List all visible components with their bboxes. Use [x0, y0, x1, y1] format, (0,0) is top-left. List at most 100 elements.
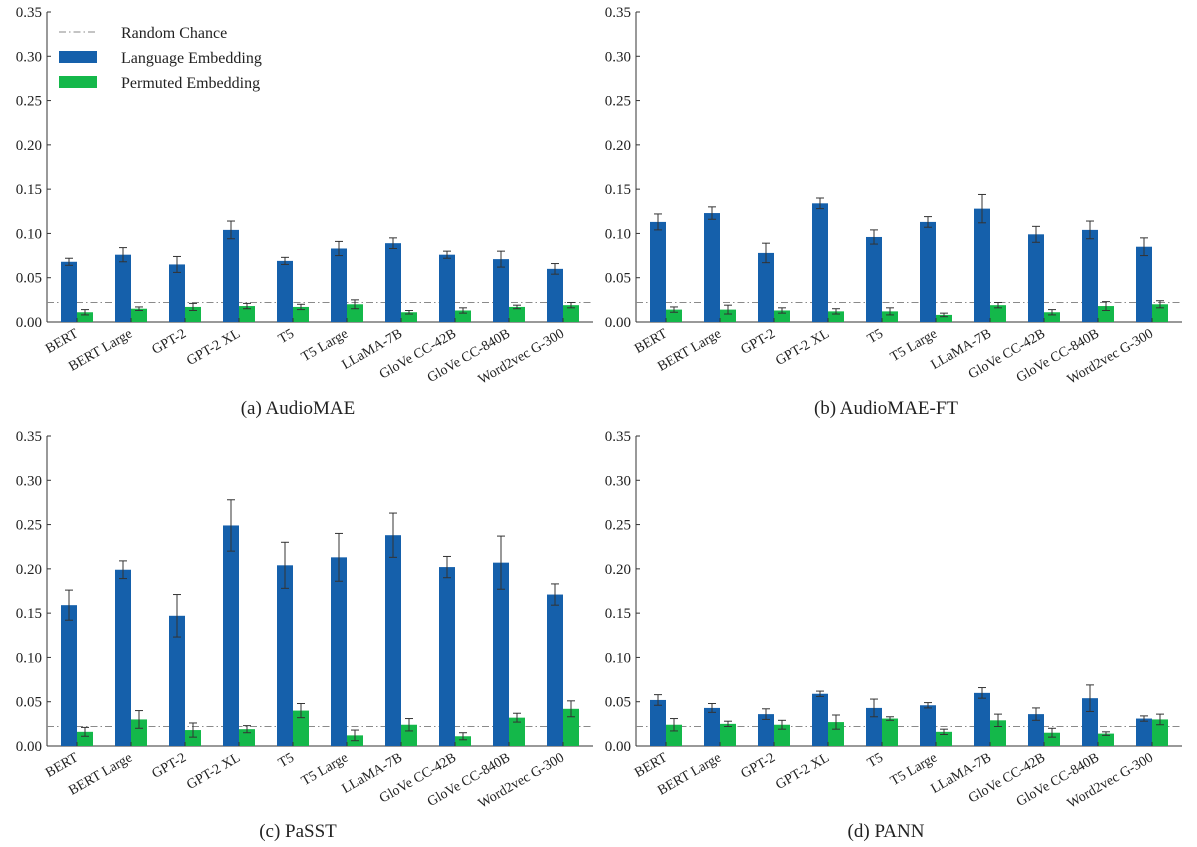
y-tick-label: 0.20 — [605, 562, 631, 578]
permuted-embedding-bar — [563, 708, 579, 746]
x-tick-label: GPT-2 — [739, 326, 778, 357]
language-embedding-bar — [547, 594, 563, 746]
language-embedding-bar — [115, 254, 131, 322]
permuted-embedding-bar — [1044, 732, 1060, 746]
language-embedding-bar — [169, 615, 185, 746]
y-tick-label: 0.05 — [605, 695, 631, 711]
permuted-embedding-bar — [401, 312, 417, 322]
y-tick-label: 0.10 — [605, 226, 631, 242]
language-embedding-bar — [1136, 718, 1152, 746]
language-embedding-bar — [547, 268, 563, 322]
y-tick-label: 0.00 — [605, 315, 631, 331]
y-tick-label: 0.15 — [16, 606, 42, 622]
permuted-embedding-bar — [455, 736, 471, 746]
x-tick-label: GPT-2 — [150, 750, 189, 781]
permuted-embedding-bar — [239, 729, 255, 746]
permuted-embedding-bar — [401, 724, 417, 746]
permuted-embedding-bar — [882, 718, 898, 746]
language-embedding-bar — [385, 535, 401, 746]
permuted-embedding-bar — [990, 305, 1006, 322]
permuted-embedding-bar — [936, 314, 952, 322]
y-tick-label: 0.30 — [605, 49, 631, 65]
permuted-embedding-bar — [774, 724, 790, 746]
legend: Random Chance Language Embedding Permuted … — [59, 25, 262, 92]
permuted-embedding-bar — [1152, 304, 1168, 322]
y-tick-label: 0.20 — [16, 138, 42, 154]
y-tick-label: 0.35 — [605, 5, 631, 21]
permuted-embedding-bar — [828, 722, 844, 746]
y-tick-label: 0.35 — [16, 429, 42, 445]
panel-caption: (a) AudioMAE — [241, 398, 356, 419]
y-tick-label: 0.10 — [16, 650, 42, 666]
y-tick-label: 0.15 — [16, 182, 42, 198]
permuted-embedding-bar — [185, 730, 201, 746]
permuted-embedding-bar — [293, 306, 309, 322]
y-tick-label: 0.05 — [605, 271, 631, 287]
x-tick-label: GPT-2 XL — [184, 750, 243, 792]
language-embedding-bar — [758, 714, 774, 746]
permuted-embedding-bar — [1044, 312, 1060, 322]
language-embedding-bar — [61, 605, 77, 746]
language-embedding-bar — [169, 264, 185, 322]
permuted-embedding-bar — [666, 724, 682, 746]
y-tick-label: 0.25 — [605, 94, 631, 110]
permuted-embedding-bar — [1098, 733, 1114, 746]
y-tick-label: 0.15 — [605, 182, 631, 198]
y-tick-label: 0.30 — [16, 473, 42, 489]
legend-language-swatch — [59, 51, 97, 63]
permuted-embedding-bar — [131, 719, 147, 746]
language-embedding-bar — [920, 221, 936, 322]
permuted-embedding-bar — [720, 723, 736, 746]
x-tick-label: BERT — [43, 326, 81, 357]
y-tick-label: 0.00 — [16, 739, 42, 755]
permuted-embedding-bar — [774, 310, 790, 322]
permuted-embedding-bar — [77, 731, 93, 746]
panel-caption: (c) PaSST — [259, 821, 337, 842]
x-tick-label: GPT-2 XL — [773, 326, 832, 368]
permuted-embedding-bar — [455, 310, 471, 322]
y-tick-label: 0.30 — [605, 473, 631, 489]
permuted-embedding-bar — [720, 309, 736, 322]
chart-panel-1: 0.000.050.100.150.200.250.300.35BERTBERT… — [16, 5, 593, 419]
permuted-embedding-bar — [828, 311, 844, 322]
x-tick-label: T5 — [865, 750, 886, 771]
language-embedding-bar — [650, 221, 666, 322]
y-tick-label: 0.00 — [605, 739, 631, 755]
language-embedding-bar — [704, 707, 720, 746]
chart-panel-3: 0.000.050.100.150.200.250.300.35BERTBERT… — [16, 429, 593, 842]
language-embedding-bar — [866, 707, 882, 746]
language-embedding-bar — [1082, 229, 1098, 322]
language-embedding-bar — [493, 562, 509, 746]
permuted-embedding-bar — [882, 311, 898, 322]
chart-panel-4: 0.000.050.100.150.200.250.300.35BERTBERT… — [605, 429, 1182, 842]
legend-random-chance-label: Random Chance — [121, 25, 227, 42]
language-embedding-bar — [223, 229, 239, 322]
language-embedding-bar — [650, 699, 666, 746]
y-tick-label: 0.05 — [16, 271, 42, 287]
permuted-embedding-bar — [77, 312, 93, 322]
language-embedding-bar — [331, 557, 347, 746]
y-tick-label: 0.25 — [16, 518, 42, 534]
x-tick-label: GPT-2 — [739, 750, 778, 781]
y-tick-label: 0.30 — [16, 49, 42, 65]
permuted-embedding-bar — [293, 710, 309, 746]
y-tick-label: 0.35 — [605, 429, 631, 445]
x-tick-label: T5 — [276, 326, 297, 347]
permuted-embedding-bar — [509, 306, 525, 322]
language-embedding-bar — [1028, 234, 1044, 322]
language-embedding-bar — [920, 705, 936, 746]
x-tick-label: T5 — [865, 326, 886, 347]
y-tick-label: 0.10 — [16, 226, 42, 242]
permuted-embedding-bar — [563, 305, 579, 322]
y-tick-label: 0.10 — [605, 650, 631, 666]
y-tick-label: 0.25 — [16, 94, 42, 110]
legend-permuted-label: Permuted Embedding — [121, 75, 260, 92]
language-embedding-bar — [974, 208, 990, 322]
language-embedding-bar — [439, 254, 455, 322]
language-embedding-bar — [758, 252, 774, 322]
x-tick-label: BERT — [632, 326, 670, 357]
chart-panel-2: 0.000.050.100.150.200.250.300.35BERTBERT… — [605, 5, 1182, 419]
language-embedding-bar — [493, 259, 509, 322]
y-tick-label: 0.05 — [16, 695, 42, 711]
